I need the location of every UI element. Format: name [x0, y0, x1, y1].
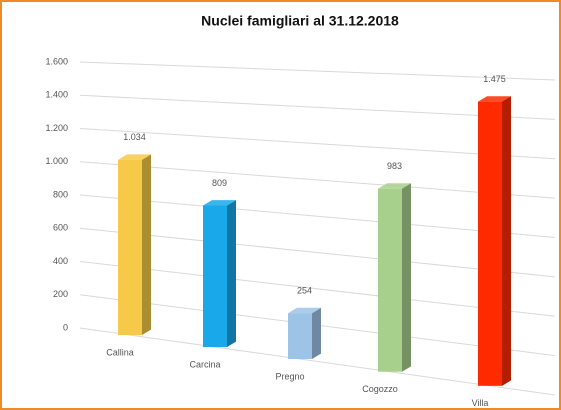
value-label: 1.475	[483, 74, 506, 84]
chart-title: Nuclei famigliari al 31.12.2018	[201, 13, 399, 29]
grid-line	[79, 327, 556, 396]
bar-top	[478, 96, 511, 102]
bar	[118, 159, 142, 336]
y-tick-label: 1.600	[45, 56, 68, 66]
bar	[288, 313, 312, 360]
value-label: 983	[387, 161, 402, 171]
bar-side	[502, 96, 511, 386]
grid-line	[79, 61, 556, 81]
grid-line	[79, 261, 556, 317]
y-tick-label: 600	[53, 223, 68, 233]
value-label: 1.034	[123, 132, 146, 142]
bar-side	[142, 154, 151, 336]
grid-line	[79, 94, 556, 120]
grid-line	[79, 128, 556, 160]
bar-top	[378, 183, 411, 189]
x-tick-label: Callina	[106, 347, 134, 357]
y-tick-label: 1.200	[45, 123, 68, 133]
bar-top	[288, 307, 321, 314]
bar-side	[402, 183, 411, 372]
y-tick-label: 1.400	[45, 90, 68, 100]
x-tick-label: Villa	[472, 398, 489, 408]
bar	[478, 101, 502, 386]
y-tick-label: 1.000	[45, 156, 68, 166]
y-tick-label: 0	[63, 322, 68, 332]
bar-top	[118, 154, 151, 160]
x-tick-label: Pregno	[275, 371, 304, 381]
value-label: 254	[297, 286, 312, 296]
y-tick-label: 400	[53, 256, 68, 266]
value-label: 809	[212, 178, 227, 188]
bar-top	[203, 200, 236, 206]
bar-side	[227, 200, 236, 348]
x-tick-label: Cogozzo	[362, 384, 398, 394]
grid-line	[79, 194, 556, 238]
grid-line	[79, 161, 556, 199]
bar	[378, 188, 402, 372]
grid-line	[79, 227, 556, 278]
bar-side	[312, 307, 321, 360]
bar	[203, 205, 227, 348]
x-tick-label: Carcina	[189, 359, 220, 369]
y-tick-label: 800	[53, 189, 68, 199]
y-tick-label: 200	[53, 289, 68, 299]
